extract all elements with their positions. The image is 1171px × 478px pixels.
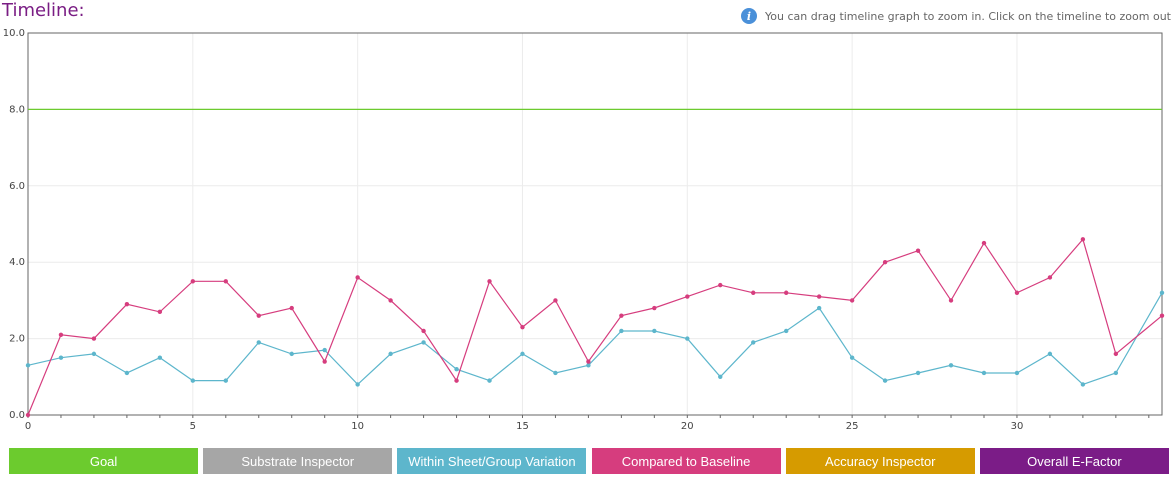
data-point-compared-to-baseline bbox=[58, 332, 64, 337]
data-point-compared-to-baseline bbox=[981, 240, 987, 246]
legend-toggle-accuracy-inspector[interactable]: Accuracy Inspector bbox=[785, 448, 975, 474]
x-tick-label: 30 bbox=[1011, 421, 1024, 432]
data-point-compared-to-baseline bbox=[1047, 275, 1053, 280]
data-point-compared-to-baseline bbox=[289, 305, 294, 311]
data-point-within-sheet-group-variation bbox=[652, 328, 657, 334]
data-point-compared-to-baseline bbox=[487, 279, 492, 284]
data-point-compared-to-baseline bbox=[718, 282, 723, 288]
page-title: Timeline: bbox=[2, 0, 85, 21]
data-point-within-sheet-group-variation bbox=[1080, 382, 1086, 387]
data-point-compared-to-baseline bbox=[190, 279, 196, 284]
data-point-within-sheet-group-variation bbox=[58, 355, 64, 360]
data-point-compared-to-baseline bbox=[751, 290, 756, 295]
data-point-within-sheet-group-variation bbox=[915, 370, 921, 376]
data-point-compared-to-baseline bbox=[882, 260, 888, 265]
data-point-compared-to-baseline bbox=[421, 328, 426, 334]
legend-toggle-overall-e-factor[interactable]: Overall E-Factor bbox=[979, 448, 1169, 474]
data-point-within-sheet-group-variation bbox=[948, 363, 954, 368]
y-tick-label: 2.0 bbox=[9, 334, 25, 345]
data-point-compared-to-baseline bbox=[157, 309, 163, 315]
zoom-hint: i You can drag timeline graph to zoom in… bbox=[741, 8, 1171, 24]
data-point-compared-to-baseline bbox=[816, 294, 822, 299]
data-point-compared-to-baseline bbox=[685, 294, 690, 299]
data-point-compared-to-baseline bbox=[256, 313, 261, 318]
data-point-within-sheet-group-variation bbox=[586, 363, 591, 368]
data-point-within-sheet-group-variation bbox=[553, 370, 558, 376]
data-point-compared-to-baseline bbox=[223, 279, 228, 284]
legend-toggle-compared-to-baseline[interactable]: Compared to Baseline bbox=[591, 448, 781, 474]
legend-toggle-goal[interactable]: Goal bbox=[9, 448, 199, 474]
x-tick-label: 0 bbox=[25, 421, 31, 432]
data-point-within-sheet-group-variation bbox=[816, 305, 822, 311]
data-point-within-sheet-group-variation bbox=[718, 374, 723, 379]
data-point-within-sheet-group-variation bbox=[25, 363, 31, 368]
data-point-within-sheet-group-variation bbox=[355, 382, 360, 387]
data-point-within-sheet-group-variation bbox=[751, 340, 756, 345]
data-point-within-sheet-group-variation bbox=[190, 378, 196, 383]
data-point-compared-to-baseline bbox=[553, 298, 558, 303]
info-icon: i bbox=[741, 8, 757, 24]
data-point-compared-to-baseline bbox=[783, 290, 789, 295]
data-point-within-sheet-group-variation bbox=[256, 340, 261, 345]
data-point-within-sheet-group-variation bbox=[1014, 370, 1020, 376]
data-point-compared-to-baseline bbox=[1080, 237, 1086, 242]
zoom-hint-text: You can drag timeline graph to zoom in. … bbox=[765, 9, 1171, 23]
y-tick-label: 8.0 bbox=[9, 104, 25, 115]
data-point-compared-to-baseline bbox=[1159, 313, 1165, 318]
x-tick-label: 15 bbox=[516, 421, 529, 432]
data-point-compared-to-baseline bbox=[322, 359, 327, 364]
data-point-within-sheet-group-variation bbox=[421, 340, 426, 345]
x-tick-label: 5 bbox=[190, 421, 196, 432]
timeline-chart[interactable]: 0 5 10 15 20 25 30 0.0 2.0 4.0 6.0 8.0 10.0 bbox=[0, 25, 1171, 435]
data-point-within-sheet-group-variation bbox=[882, 378, 888, 383]
legend-toggle-within-sheet-group-variation[interactable]: Within Sheet/Group Variation bbox=[397, 448, 587, 474]
data-point-compared-to-baseline bbox=[1014, 290, 1020, 295]
data-point-compared-to-baseline bbox=[25, 412, 31, 418]
data-point-compared-to-baseline bbox=[388, 298, 393, 303]
data-point-within-sheet-group-variation bbox=[124, 370, 130, 376]
x-tick-label: 25 bbox=[846, 421, 859, 432]
data-point-within-sheet-group-variation bbox=[454, 366, 459, 372]
data-point-within-sheet-group-variation bbox=[91, 351, 97, 357]
data-point-within-sheet-group-variation bbox=[981, 370, 987, 376]
data-point-compared-to-baseline bbox=[520, 324, 525, 330]
data-point-compared-to-baseline bbox=[652, 305, 657, 311]
data-point-compared-to-baseline bbox=[586, 359, 591, 364]
data-point-within-sheet-group-variation bbox=[1113, 370, 1119, 376]
data-point-compared-to-baseline bbox=[915, 248, 921, 253]
data-point-compared-to-baseline bbox=[454, 378, 459, 383]
series-line-compared-to-baseline bbox=[27, 238, 1163, 416]
x-tick-label: 20 bbox=[681, 421, 694, 432]
x-tick-label: 10 bbox=[351, 421, 364, 432]
data-point-within-sheet-group-variation bbox=[322, 347, 327, 353]
data-point-compared-to-baseline bbox=[948, 298, 954, 303]
data-point-within-sheet-group-variation bbox=[1159, 290, 1165, 295]
data-point-within-sheet-group-variation bbox=[487, 378, 492, 383]
data-point-within-sheet-group-variation bbox=[619, 328, 624, 334]
data-point-compared-to-baseline bbox=[355, 275, 360, 280]
data-point-within-sheet-group-variation bbox=[1047, 351, 1053, 357]
legend-toggle-substrate-inspector[interactable]: Substrate Inspector bbox=[203, 448, 393, 474]
data-point-within-sheet-group-variation bbox=[388, 351, 393, 357]
data-point-compared-to-baseline bbox=[124, 302, 130, 307]
data-point-within-sheet-group-variation bbox=[520, 351, 525, 357]
data-point-compared-to-baseline bbox=[91, 336, 97, 341]
y-tick-label: 6.0 bbox=[9, 181, 25, 192]
data-point-compared-to-baseline bbox=[1113, 351, 1119, 357]
legend: Goal Substrate Inspector Within Sheet/Grou… bbox=[9, 448, 1169, 474]
data-point-within-sheet-group-variation bbox=[223, 378, 228, 383]
data-point-compared-to-baseline bbox=[849, 298, 855, 303]
data-point-within-sheet-group-variation bbox=[783, 328, 789, 334]
data-point-within-sheet-group-variation bbox=[685, 336, 690, 341]
data-point-within-sheet-group-variation bbox=[157, 355, 163, 360]
y-tick-label: 10.0 bbox=[3, 28, 25, 39]
y-tick-label: 0.0 bbox=[9, 410, 25, 421]
data-point-compared-to-baseline bbox=[619, 313, 624, 318]
plot-frame bbox=[27, 32, 1163, 416]
data-point-within-sheet-group-variation bbox=[849, 355, 855, 360]
y-tick-label: 4.0 bbox=[9, 257, 25, 268]
data-point-within-sheet-group-variation bbox=[289, 351, 294, 357]
